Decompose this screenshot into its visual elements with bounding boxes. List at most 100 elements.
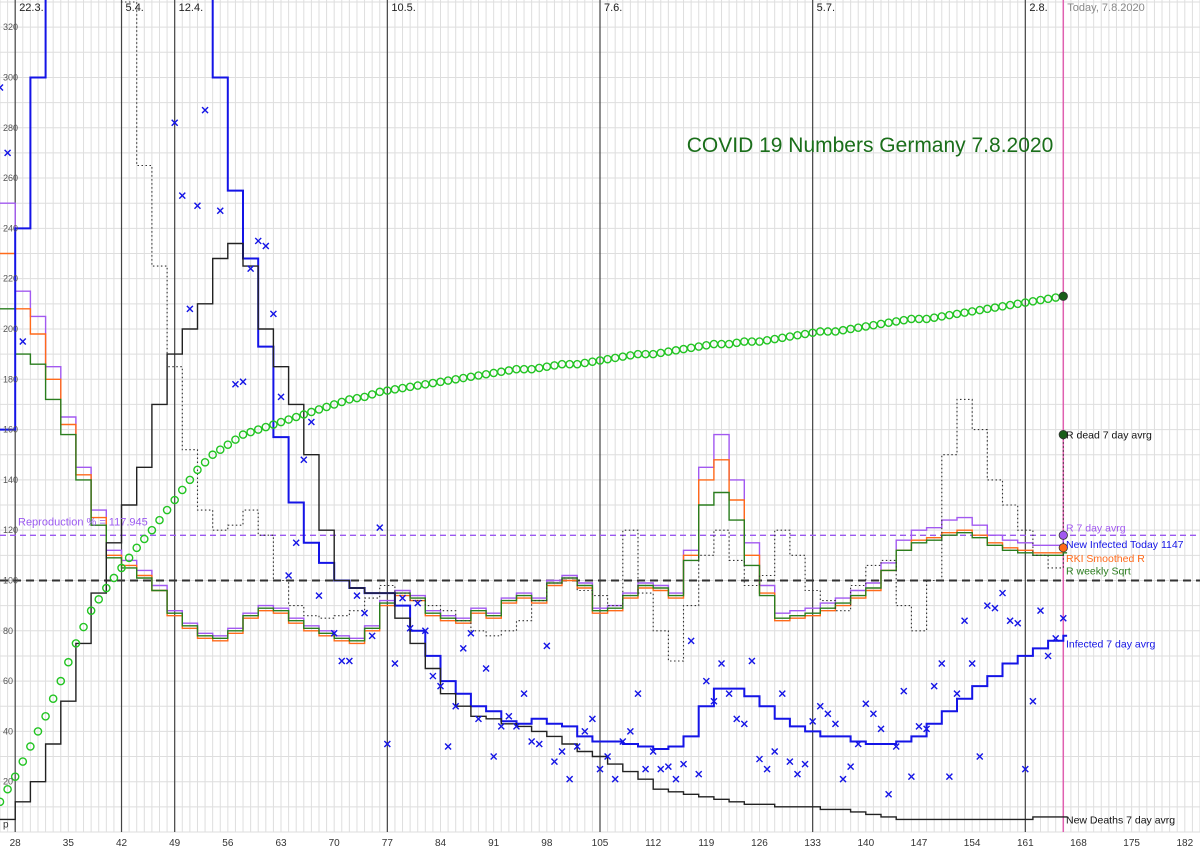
growth-marker [170, 495, 179, 505]
endpoint-marker [1058, 543, 1068, 553]
scatter-point [201, 106, 209, 114]
scatter-point [999, 589, 1007, 597]
growth-marker [337, 397, 347, 407]
scatter-point [292, 539, 300, 547]
y-tick-label: 280 [3, 123, 18, 133]
growth-marker [86, 606, 96, 615]
scatter-point [186, 305, 194, 313]
date-marker-label: 10.5. [391, 2, 415, 14]
scatter-point [535, 740, 543, 748]
scatter-point [269, 310, 277, 318]
y-tick-label: 200 [3, 324, 18, 334]
scatter-point [444, 742, 452, 750]
scatter-point [353, 592, 361, 600]
x-tick-label: 119 [698, 838, 714, 849]
scatter-point [809, 717, 817, 725]
scatter-point [338, 657, 346, 665]
x-tick-label: 84 [435, 838, 447, 849]
y-tick-label: 320 [3, 22, 18, 32]
y-tick-label: 100 [3, 575, 18, 585]
growth-marker [41, 712, 50, 721]
scatter-point [710, 697, 718, 705]
x-tick-label: 154 [964, 838, 981, 849]
growth-marker [253, 425, 263, 434]
scatter-point [1044, 652, 1052, 660]
end-label: New Infected Today 1147 [1066, 539, 1184, 551]
growth-marker [26, 742, 35, 751]
growth-marker [64, 657, 73, 667]
endpoint-marker [1058, 430, 1068, 440]
scatter-point [680, 760, 688, 768]
scatter-point [300, 456, 308, 464]
scatter-point [277, 393, 285, 401]
scatter-point [171, 119, 179, 127]
scatter-point [437, 682, 445, 690]
growth-marker [177, 485, 187, 495]
scatter-point [368, 632, 376, 640]
growth-marker [238, 430, 248, 439]
scatter-point [285, 571, 293, 579]
scatter-point [414, 599, 422, 607]
growth-marker [3, 784, 12, 794]
scatter-point [376, 524, 384, 532]
scatter-layer [0, 84, 1067, 798]
scatter-point [361, 609, 369, 617]
end-label: Infected 7 day avrg [1066, 638, 1155, 650]
scatter-point [915, 722, 923, 730]
scatter-point [778, 690, 786, 698]
scatter-point [406, 624, 414, 632]
scatter-point [247, 265, 255, 273]
scatter-point [474, 715, 482, 723]
scatter-point [923, 725, 931, 733]
scatter-point [740, 720, 748, 728]
series-layer [0, 0, 1068, 821]
x-tick-label: 77 [382, 838, 394, 849]
growth-marker [367, 390, 377, 399]
scatter-point [847, 763, 855, 771]
scatter-point [1037, 607, 1045, 615]
y-tick-label: 60 [3, 676, 13, 686]
growth-marker [307, 407, 316, 417]
scatter-point [755, 755, 763, 763]
growth-marker [314, 405, 324, 414]
scatter-point [459, 644, 467, 652]
end-label: R dead 7 day avrg [1066, 430, 1152, 442]
y-axis-stray-label: p [3, 819, 9, 830]
chart-title: COVID 19 Numbers Germany 7.8.2020 [687, 134, 1054, 157]
scatter-point [771, 748, 779, 756]
date-marker-label: Today, 7.8.2020 [1067, 2, 1144, 14]
growth-marker [79, 622, 88, 632]
growth-marker [299, 410, 309, 419]
x-tick-label: 63 [275, 838, 287, 849]
scatter-point [315, 592, 323, 600]
scatter-point [991, 604, 999, 612]
scatter-point [945, 773, 953, 781]
growth-marker [284, 415, 293, 424]
tick-labels: 22.3. 5.4. 12.4. 10.5. 7.6. 5.7. 2.8. Today, 7.… [3, 2, 1194, 849]
scatter-point [930, 682, 938, 690]
growth-marker [18, 757, 28, 766]
date-marker-label: 5.7. [817, 2, 835, 14]
scatter-point [642, 765, 650, 773]
scatter-point [657, 765, 665, 773]
growth-marker [162, 505, 172, 515]
y-tick-label: 80 [3, 626, 13, 636]
scatter-point [953, 690, 961, 698]
scatter-point [786, 758, 794, 766]
scatter-point [619, 737, 627, 745]
end-label: New Deaths 7 day avrg [1066, 814, 1175, 826]
scatter-point [725, 690, 733, 698]
date-marker-label: 5.4. [126, 2, 144, 14]
scatter-point [0, 84, 4, 92]
scatter-point [566, 775, 574, 783]
growth-marker [33, 727, 43, 736]
scatter-point [695, 770, 703, 778]
date-marker-label: 12.4. [179, 2, 203, 14]
y-tick-label: 40 [3, 726, 13, 736]
scatter-point [672, 775, 680, 783]
scatter-point [634, 690, 642, 698]
scatter-point [1052, 634, 1060, 642]
scatter-point [763, 765, 771, 773]
x-tick-label: 42 [116, 838, 128, 849]
scatter-point [885, 790, 893, 798]
